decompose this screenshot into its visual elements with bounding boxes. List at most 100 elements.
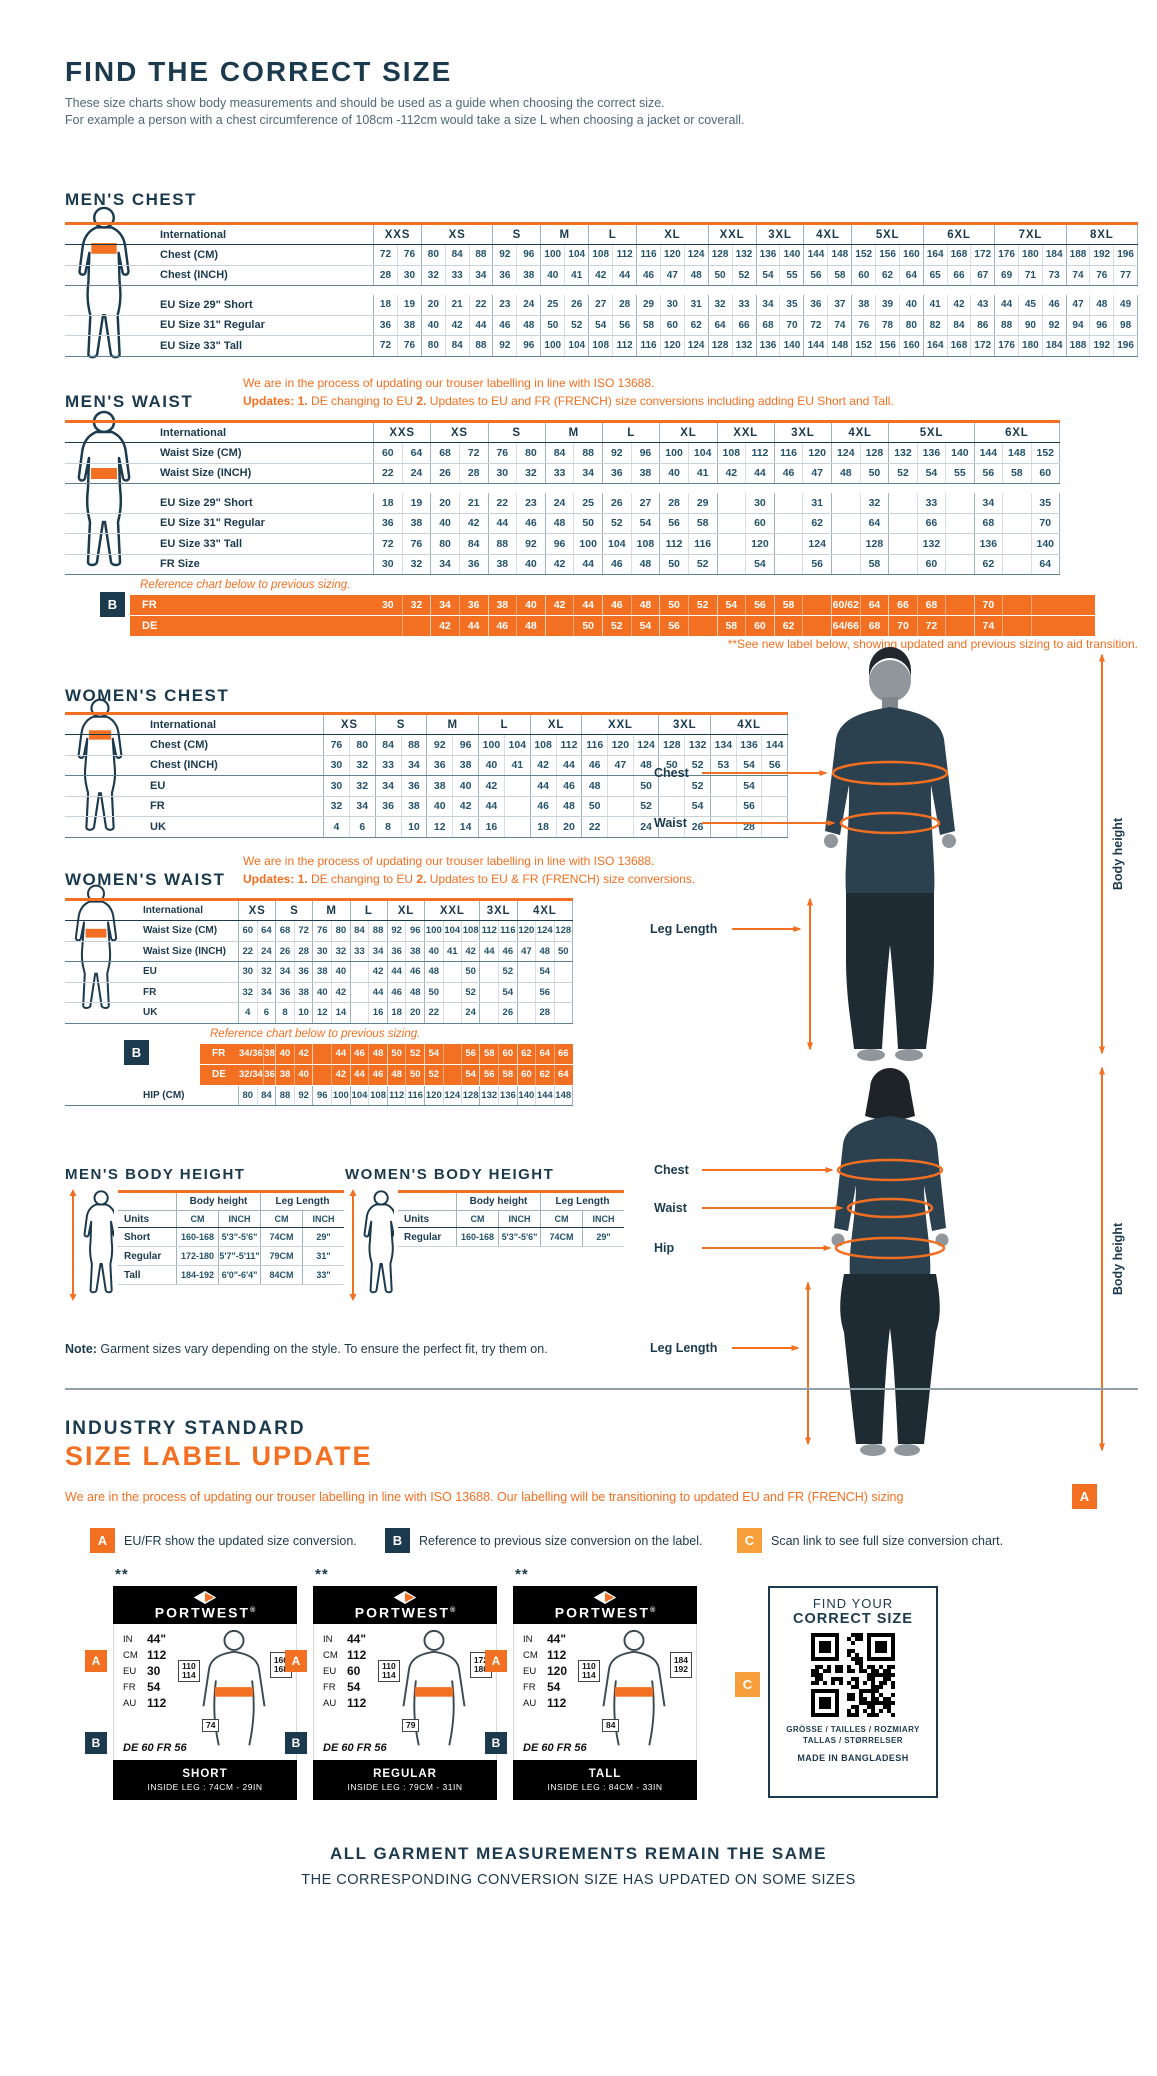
size-cell: 46 48 [492, 315, 540, 335]
size-value: 46 [354, 1048, 365, 1059]
size-row: FR 54 [323, 1679, 366, 1695]
size-value: 100 [425, 925, 442, 937]
female-waist-label: Waist [654, 1201, 688, 1215]
size-value: 38 [516, 265, 540, 285]
row-label: DE [212, 1069, 226, 1080]
size-cell: 47 48 50 [516, 941, 572, 961]
measure-value: 180 [473, 1664, 488, 1674]
size-value: 6 [256, 1003, 276, 1023]
size-cell: 30 32 [324, 776, 375, 796]
footer-line-2: THE CORRESPONDING CONVERSION SIZE HAS UP… [301, 1872, 856, 1888]
size-value [518, 1003, 535, 1023]
size-value: 116 [586, 738, 604, 751]
size-value: 136 [979, 537, 998, 550]
size-cell: 32/34 36 [239, 1064, 275, 1085]
size-value: 70 [982, 599, 995, 611]
size-value: 46 [588, 759, 601, 772]
size-value: 140 [1030, 534, 1059, 554]
size-value: 52 [405, 1043, 424, 1064]
male-leg-label: Leg Length [650, 922, 717, 936]
size-value: 104 [687, 443, 717, 463]
row-label: Chest (INCH) [160, 269, 228, 282]
table-row: EU Size 29" Short 18 19 20 21 22 23 24 25 26 27 28 2… [65, 295, 1138, 316]
size-value [313, 1065, 331, 1085]
size-value: 128 [663, 738, 681, 751]
size-cell: 56 [710, 796, 787, 816]
size-cell: 92 96 [426, 735, 478, 755]
size-value: 96 [405, 921, 424, 941]
size-cell: 44 [312, 1043, 349, 1064]
size-cell: 76 80 [324, 735, 375, 755]
size-value: 43 [970, 295, 994, 315]
size-value: 86 [970, 315, 994, 335]
size-value: 100 [665, 446, 683, 459]
mens-waist-footnote: **See new label below, showing updated a… [727, 637, 1138, 651]
size-value: 38 [496, 558, 509, 571]
size-value: 40 [452, 776, 478, 796]
size-value: 32 [348, 776, 375, 796]
size-value [687, 616, 717, 636]
size-cell: 42 [349, 962, 387, 982]
legend-text: Reference to previous size conversion on… [419, 1533, 703, 1548]
size-value: 24 [256, 941, 276, 961]
size-cell: 68 72 [430, 443, 487, 463]
size-value: 42 [553, 558, 566, 571]
size-cell: 29 30 31 [636, 295, 707, 315]
size-value: 192 [1089, 336, 1113, 356]
size-value: 50 [668, 599, 680, 611]
size-value: 56 [483, 1069, 495, 1080]
garment-note: Note: Garment sizes vary depending on th… [65, 1342, 548, 1356]
size-value: 46 [516, 513, 545, 533]
size-value: 52 [684, 755, 710, 775]
chest-measure-box: 110 114 [178, 1660, 200, 1682]
qr-code [811, 1633, 895, 1717]
size-value: 54 [547, 1680, 561, 1694]
portwest-logo: PORTWEST® [113, 1586, 297, 1624]
female-hip-label: Hip [654, 1241, 675, 1255]
bh-value: 160-168 [456, 1228, 498, 1246]
size-value: 62 [875, 265, 899, 285]
size-value: 30 [242, 966, 254, 978]
size-column-header: XL [659, 423, 716, 442]
qr-languages-1: GRÖSSE / TAILLES / ROZMIARY [786, 1725, 920, 1734]
size-value: 54 [745, 554, 774, 574]
size-value: 38 [400, 796, 427, 816]
size-value: 44" [347, 1632, 367, 1646]
size-value: 172 [970, 245, 994, 265]
size-value: 26 [498, 1003, 517, 1023]
size-value: 50 [391, 1048, 402, 1059]
size-value: 33 [916, 493, 945, 513]
size-value: 44 [391, 966, 402, 978]
size-value: 60 [521, 1069, 532, 1080]
size-cell: 56 58 [803, 265, 851, 285]
size-value: 16 [485, 820, 498, 833]
table-header-row: International XXS XS S M L XL XXL 3XL 4XL 5XL 6XL 7X… [65, 225, 1138, 245]
waist-measure-ellipse [839, 811, 941, 835]
size-value: 88 [468, 336, 493, 356]
size-value: 128 [460, 1085, 479, 1105]
size-cell: 80 84 [430, 534, 487, 554]
size-value: 50 [573, 616, 602, 636]
size-value: 132 [481, 1089, 498, 1101]
size-value [607, 776, 633, 796]
size-value: 18 [381, 496, 394, 509]
size-value: 16 [368, 1003, 387, 1023]
table-row: UK 4 6 8 10 12 14 16 18 20 22 24 26 28 [65, 1003, 573, 1024]
size-cell: 100 104 [478, 735, 530, 755]
table-header-row: International XS S M L XL XXL 3XL 4XL [65, 901, 573, 921]
size-value: 140 [779, 336, 803, 356]
previous-size-line: DE 60 FR 56 [323, 1742, 387, 1754]
row-label: EU Size 33" Tall [160, 537, 243, 550]
size-column-header: L [478, 715, 530, 734]
size-value: 41 [442, 941, 461, 961]
size-value: 28 [535, 1003, 553, 1023]
size-cell: 26 27 [602, 493, 659, 513]
size-value [775, 534, 803, 554]
size-column-header: XXL [716, 423, 774, 442]
size-value: 48 [630, 554, 660, 574]
size-value: 42 [293, 1043, 313, 1064]
brand-name: PORTWEST® [554, 1604, 656, 1621]
fit-figure-sketch [402, 1629, 466, 1746]
size-value: 124 [802, 534, 831, 554]
size-cell: 164 168 172 [922, 245, 994, 265]
